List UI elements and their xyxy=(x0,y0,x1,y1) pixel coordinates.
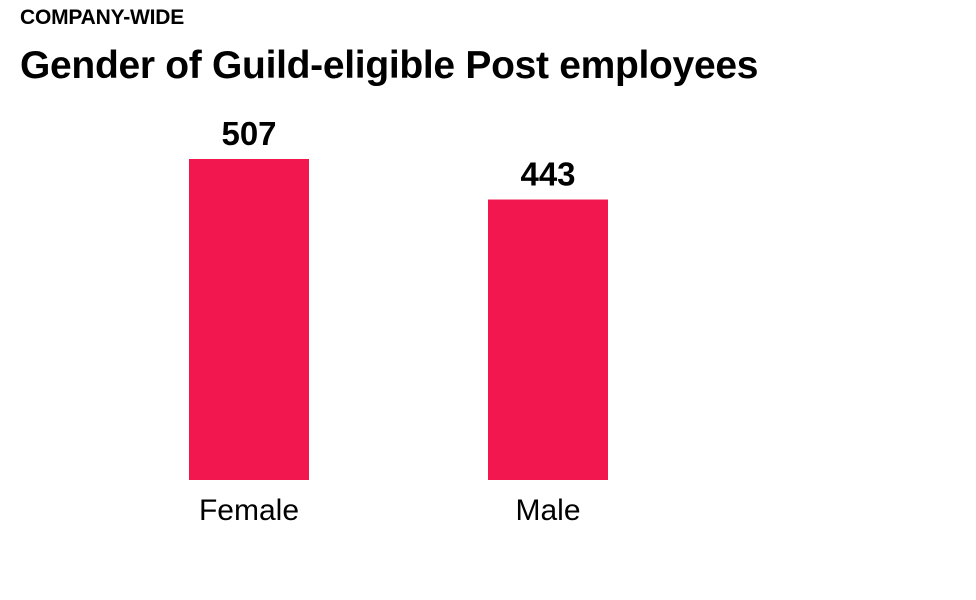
data-label-female: 507 xyxy=(221,115,276,152)
data-label-male: 443 xyxy=(520,156,575,193)
category-label-female: Female xyxy=(199,494,299,527)
bar-female xyxy=(189,159,309,480)
category-label-male: Male xyxy=(515,494,580,527)
bar-male xyxy=(488,199,608,481)
chart-kicker: COMPANY-WIDE xyxy=(20,6,185,29)
chart-title: Gender of Guild-eligible Post employees xyxy=(20,44,759,87)
